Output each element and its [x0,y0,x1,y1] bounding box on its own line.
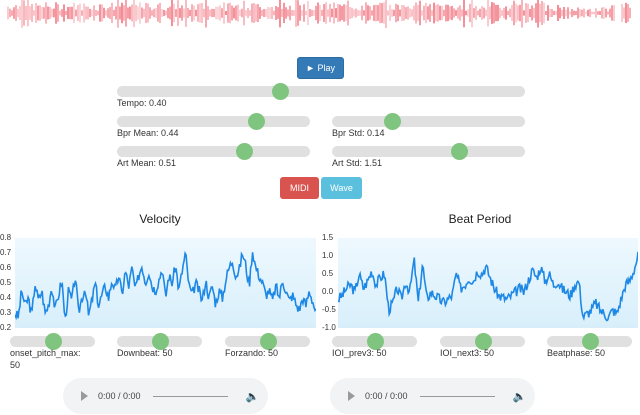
audio-player-beat-period[interactable]: 0:00 / 0:00 🔈 [330,378,535,414]
beat-period-chart-title: Beat Period [448,212,512,226]
wave-button[interactable]: Wave [321,177,362,199]
volume-icon[interactable]: 🔈 [512,390,527,403]
art-std-slider[interactable] [332,143,525,160]
y-tick-label: 0.6 [0,263,12,272]
ioi-prev3-label: IOI_prev3: 50 [332,348,387,358]
bpr-std-slider-thumb[interactable] [383,113,401,130]
forzando-slider[interactable] [225,333,310,350]
onset-pitch-max-slider[interactable] [10,333,95,350]
ioi-next3-slider[interactable] [440,333,525,350]
beatphase-slider-thumb[interactable] [581,333,599,350]
velocity-chart-plot [14,238,317,328]
art-mean-label: Art Mean: 0.51 [117,158,177,168]
midi-button[interactable]: MIDI [280,177,319,199]
waveform-display [7,0,631,28]
y-tick-label: 0.5 [0,278,12,287]
y-tick-label: 0.2 [0,323,12,332]
y-tick-label: 0.4 [0,293,12,302]
tempo-slider-thumb[interactable] [272,83,290,100]
art-mean-slider[interactable] [117,143,310,160]
audio-progress-bar[interactable] [152,395,228,397]
ioi-next3-label: IOI_next3: 50 [440,348,495,358]
downbeat-label: Downbeat: 50 [117,348,173,358]
onset-pitch-max-slider-thumb[interactable] [44,333,62,350]
audio-time: 0:00 / 0:00 [365,391,408,401]
downbeat-slider-thumb[interactable] [151,333,169,350]
beat-period-chart-plot [337,238,639,328]
y-tick-label: 0.0 [322,287,334,296]
art-std-label: Art Std: 1.51 [332,158,383,168]
beatphase-slider[interactable] [547,333,632,350]
onset-pitch-max-label: onset_pitch_max: [10,348,81,358]
audio-progress-bar[interactable] [419,395,495,397]
bpr-mean-slider[interactable] [117,113,310,130]
y-tick-label: 1.5 [322,233,334,242]
y-tick-label: -1.0 [322,323,336,332]
forzando-label: Forzando: 50 [225,348,279,358]
y-tick-label: 0.8 [0,233,12,242]
y-tick-label: -0.5 [322,305,336,314]
bpr-std-slider[interactable] [332,113,525,130]
ioi-prev3-slider-thumb[interactable] [366,333,384,350]
forzando-slider-thumb[interactable] [259,333,277,350]
art-mean-slider-thumb[interactable] [236,143,254,160]
downbeat-slider[interactable] [117,333,202,350]
y-tick-label: 1.0 [322,251,334,260]
volume-icon[interactable]: 🔈 [245,390,260,403]
tempo-slider[interactable] [117,83,525,100]
play-button[interactable]: ► Play [297,57,344,79]
play-icon[interactable] [81,391,88,401]
art-std-slider-thumb[interactable] [451,143,469,160]
audio-player-velocity[interactable]: 0:00 / 0:00 🔈 [63,378,268,414]
y-tick-label: 0.3 [0,308,12,317]
bpr-std-label: Bpr Std: 0.14 [332,128,385,138]
velocity-chart-title: Velocity [139,212,181,226]
bpr-mean-slider-thumb[interactable] [247,113,265,130]
ioi-prev3-slider[interactable] [332,333,417,350]
bpr-mean-label: Bpr Mean: 0.44 [117,128,179,138]
play-icon[interactable] [348,391,355,401]
ioi-next3-slider-thumb[interactable] [474,333,492,350]
beatphase-label: Beatphase: 50 [547,348,606,358]
audio-time: 0:00 / 0:00 [98,391,141,401]
y-tick-label: 0.5 [322,269,334,278]
tempo-label: Tempo: 0.40 [117,98,167,108]
y-tick-label: 0.7 [0,248,12,257]
onset-pitch-max-value: 50 [10,360,21,370]
